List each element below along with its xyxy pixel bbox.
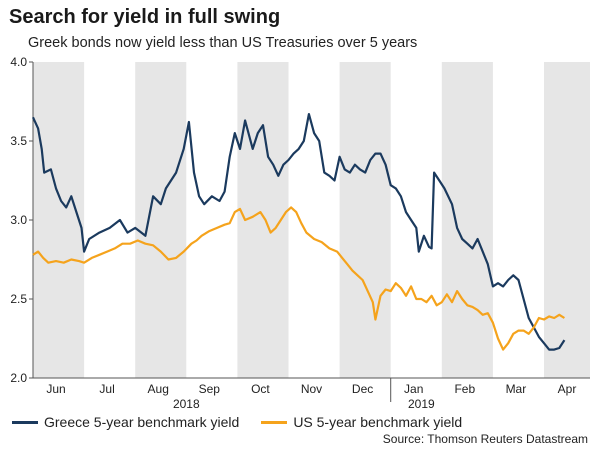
y-tick-label: 4.0 xyxy=(10,55,27,69)
series-line-greece xyxy=(32,113,566,351)
year-label-2019: 2019 xyxy=(408,397,435,411)
y-tick-label: 2.5 xyxy=(10,292,27,306)
chart-subtitle: Greek bonds now yield less than US Treas… xyxy=(28,35,418,51)
legend-swatch-us xyxy=(261,420,288,424)
year-label-2018: 2018 xyxy=(173,397,200,411)
x-tick-label-apr: Apr xyxy=(558,382,577,396)
x-tick-label-oct: Oct xyxy=(251,382,270,396)
x-tick-label-dec: Dec xyxy=(352,382,373,396)
x-tick-label-mar: Mar xyxy=(506,382,527,396)
legend-item-us: US 5-year benchmark yield xyxy=(261,414,462,430)
x-tick-label-sep: Sep xyxy=(199,382,221,396)
chart-title: Search for yield in full swing xyxy=(9,6,281,28)
x-tick-label-feb: Feb xyxy=(454,382,475,396)
month-band-apr xyxy=(544,62,590,378)
x-tick-label-jun: Jun xyxy=(46,382,65,396)
month-band-dec xyxy=(339,62,391,378)
x-tick-label-jul: Jul xyxy=(99,382,114,396)
x-tick-label-jan: Jan xyxy=(404,382,423,396)
legend: Greece 5-year benchmark yield US 5-year … xyxy=(12,414,484,430)
y-tick-label: 3.5 xyxy=(10,134,27,148)
y-tick-label: 3.0 xyxy=(10,213,27,227)
x-tick-label-nov: Nov xyxy=(301,382,322,396)
legend-label-us: US 5-year benchmark yield xyxy=(293,414,463,430)
legend-item-greece: Greece 5-year benchmark yield xyxy=(12,414,239,430)
month-band-feb xyxy=(441,62,493,378)
legend-label-greece: Greece 5-year benchmark yield xyxy=(44,414,240,430)
source-note: Source: Thomson Reuters Datastream xyxy=(382,432,588,446)
y-tick-label: 2.0 xyxy=(10,371,27,385)
month-band-aug xyxy=(135,62,187,378)
x-tick-label-aug: Aug xyxy=(148,382,169,396)
legend-swatch-greece xyxy=(12,420,38,424)
series-line-us xyxy=(32,206,565,351)
month-band-jun xyxy=(33,62,85,378)
